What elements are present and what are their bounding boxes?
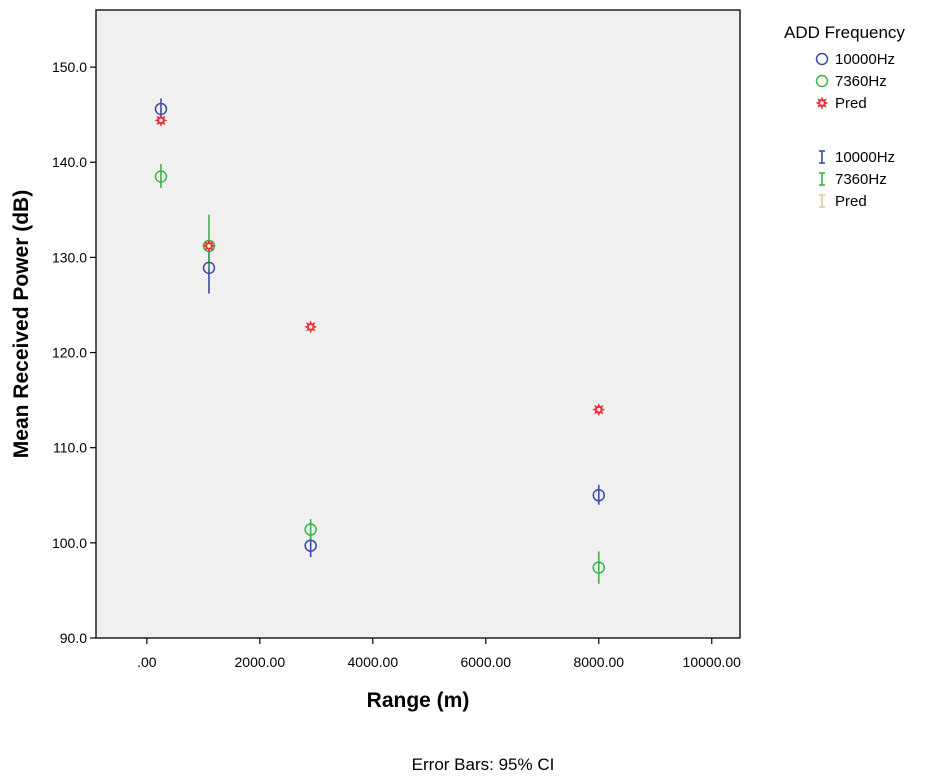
data-point-circle [592,489,606,502]
data-point-circle [304,523,317,536]
y-tick-label: 140.0 [52,154,87,170]
x-tick-label: 8000.00 [573,654,624,670]
legend-label: Pred [835,95,867,112]
x-tick-label: 6000.00 [460,654,511,670]
y-axis-title: Mean Received Power (dB) [10,190,33,458]
legend-label: 7360Hz [835,171,887,188]
y-tick-label: 130.0 [52,249,87,265]
legend-marker-circle [815,74,829,88]
legend-label: 10000Hz [835,149,895,166]
legend: ADD Frequency 10000Hz 7360Hz Pred 10000Hz 73… [784,23,905,210]
x-axis-title: Range (m) [367,689,470,712]
legend-title: ADD Frequency [784,23,905,42]
x-tick-label: 10000.00 [683,654,742,670]
legend-label: 7360Hz [835,73,887,90]
y-tick-label: 90.0 [60,630,87,646]
legend-label: 10000Hz [835,51,895,68]
y-tick-label: 150.0 [52,59,87,75]
data-point-circle [304,539,317,552]
y-tick-label: 120.0 [52,345,87,361]
plot-area [95,9,741,639]
x-tick-label: 2000.00 [235,654,286,670]
legend-marker-circle [815,52,829,66]
y-tick-label: 100.0 [52,535,87,551]
data-point-star-center [596,407,601,412]
data-point-star-center [159,118,163,123]
data-markers [154,102,606,574]
x-tick-label: .00 [137,654,157,670]
y-tick-label: 110.0 [53,440,87,456]
legend-label: Pred [835,193,867,210]
footnote: Error Bars: 95% CI [412,755,555,774]
y-axis: 90.0 100.0 110.0 120.0 130.0 140.0 150.0 [52,59,96,646]
data-point-star-center [308,325,313,329]
data-point-star-center [207,244,211,248]
x-tick-label: 4000.00 [348,654,399,670]
legend-marker-star-center [820,101,824,105]
data-point-circle [154,170,168,183]
data-point-circle [592,561,606,574]
data-point-circle [202,261,216,275]
x-axis: .00 2000.00 4000.00 6000.00 8000.00 10000.00 [137,638,741,670]
